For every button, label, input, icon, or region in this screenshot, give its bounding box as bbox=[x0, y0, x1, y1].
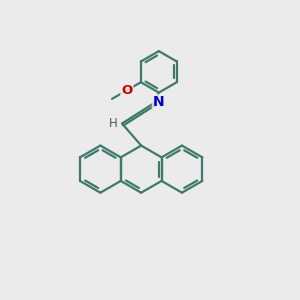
Text: H: H bbox=[109, 117, 118, 130]
Text: N: N bbox=[152, 95, 164, 109]
Text: O: O bbox=[121, 84, 133, 97]
